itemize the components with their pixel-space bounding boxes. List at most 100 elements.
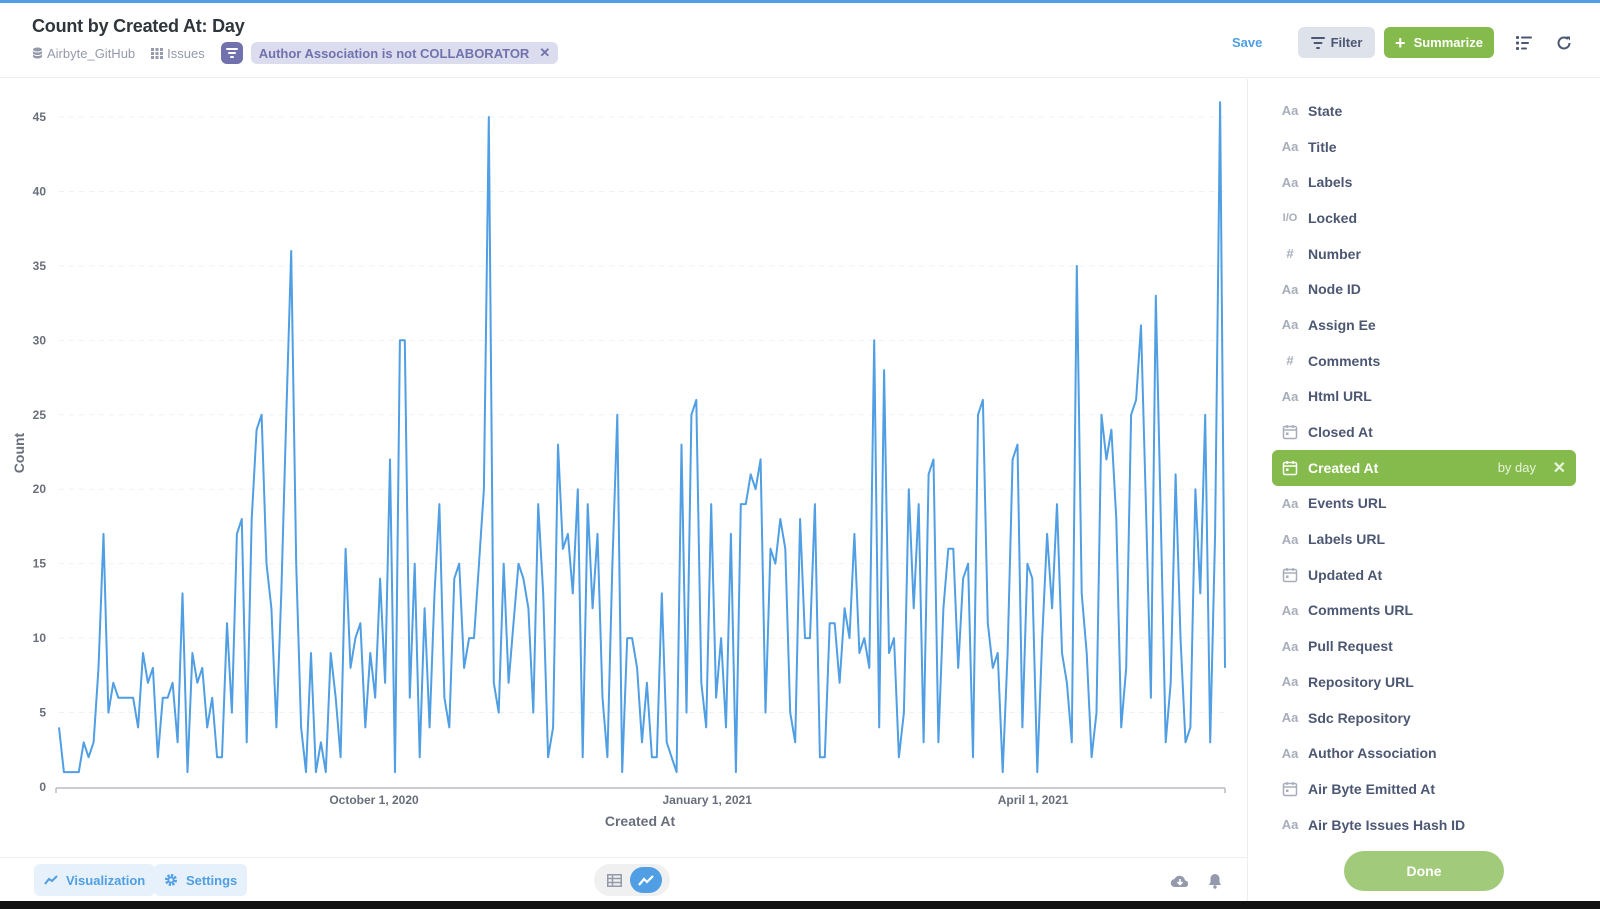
column-label: Assign Ee	[1308, 316, 1376, 333]
breadcrumb-database[interactable]: Airbyte_GitHub	[32, 46, 135, 61]
y-tick-label: 15	[33, 557, 47, 571]
view-toggle	[594, 864, 670, 896]
y-tick-label: 5	[39, 706, 46, 720]
column-label: Locked	[1308, 209, 1358, 226]
column-item[interactable]: Aa Author Association	[1272, 735, 1576, 771]
line-chart-icon	[638, 874, 654, 886]
text-type-icon: Aa	[1281, 174, 1299, 190]
text-type-icon: Aa	[1281, 495, 1299, 511]
column-item[interactable]: Aa Labels	[1272, 164, 1576, 200]
breadcrumb-database-label: Airbyte_GitHub	[47, 45, 136, 61]
close-icon[interactable]: ✕	[1552, 459, 1566, 477]
close-icon[interactable]: ✕	[539, 45, 551, 60]
column-label: Node ID	[1308, 281, 1361, 298]
column-label: Events URL	[1308, 495, 1387, 512]
save-button[interactable]: Save	[1232, 35, 1263, 50]
text-type-icon: Aa	[1281, 281, 1299, 297]
temporal-unit-selector[interactable]: by day	[1497, 460, 1536, 476]
column-item[interactable]: Aa Events URL	[1272, 486, 1576, 522]
filter-toggle-badge[interactable]	[220, 42, 243, 64]
column-item[interactable]: Aa Pull Request	[1272, 628, 1576, 664]
y-tick-label: 20	[33, 482, 47, 496]
table-view-toggle[interactable]	[598, 867, 630, 893]
column-item[interactable]: Closed At	[1272, 414, 1576, 450]
text-type-icon: Aa	[1281, 638, 1299, 654]
column-label: Comments	[1308, 352, 1381, 369]
column-item[interactable]: # Comments	[1272, 343, 1576, 379]
y-tick-label: 40	[33, 184, 47, 198]
column-label: Html URL	[1308, 388, 1372, 405]
column-item[interactable]: Aa Air Byte Issues Hash ID	[1272, 807, 1576, 843]
calendar-icon	[1280, 565, 1300, 585]
summarize-button[interactable]: + Summarize	[1384, 27, 1494, 58]
visualization-button[interactable]: Visualization	[34, 864, 156, 896]
y-tick-label: 0	[39, 780, 46, 794]
done-button[interactable]: Done	[1344, 851, 1504, 891]
column-item[interactable]: Aa Html URL	[1272, 379, 1576, 415]
text-type-icon: Aa	[1281, 745, 1299, 761]
refresh-icon[interactable]	[1554, 33, 1574, 53]
column-label: Pull Request	[1308, 638, 1393, 655]
filter-pill[interactable]: Author Association is not COLLABORATOR ✕	[250, 42, 559, 64]
x-tick-label: October 1, 2020	[329, 793, 419, 807]
series-line	[58, 101, 1226, 774]
summarize-button-label: Summarize	[1413, 35, 1483, 50]
y-tick-label: 35	[33, 259, 47, 273]
column-item[interactable]: Aa Comments URL	[1272, 593, 1576, 629]
column-item[interactable]: # Number	[1272, 236, 1576, 272]
column-label: Labels	[1308, 174, 1353, 191]
column-item[interactable]: Aa Title	[1272, 129, 1576, 165]
column-label: Created At	[1308, 459, 1379, 476]
column-item[interactable]: Aa Labels URL	[1272, 521, 1576, 557]
page-title: Count by Created At: Day	[32, 16, 245, 36]
plus-icon: +	[1395, 32, 1406, 53]
column-label: Title	[1308, 138, 1337, 155]
text-type-icon: Aa	[1281, 817, 1299, 833]
column-label: Comments URL	[1308, 602, 1414, 619]
query-header: Count by Created At: Day Airbyte_GitHub …	[0, 3, 1600, 78]
breadcrumb-table[interactable]: Issues	[151, 46, 205, 61]
text-type-icon: Aa	[1281, 103, 1299, 119]
table-icon	[606, 873, 622, 887]
column-item[interactable]: Aa Repository URL	[1272, 664, 1576, 700]
calendar-icon	[1280, 422, 1300, 442]
column-item[interactable]: Updated At	[1272, 557, 1576, 593]
bell-icon[interactable]	[1205, 872, 1225, 890]
text-type-icon: Aa	[1281, 602, 1299, 618]
visualization-button-label: Visualization	[66, 872, 146, 888]
column-item[interactable]: I/O Locked	[1272, 200, 1576, 236]
filter-pill-label: Author Association is not COLLABORATOR	[258, 45, 530, 61]
column-item[interactable]: Aa Node ID	[1272, 271, 1576, 307]
column-item[interactable]: Aa State	[1272, 93, 1576, 129]
column-label: Air Byte Issues Hash ID	[1308, 816, 1466, 833]
y-tick-label: 45	[33, 110, 47, 124]
breadcrumb: Airbyte_GitHub Issues Author Association…	[32, 41, 559, 65]
y-tick-label: 25	[33, 408, 47, 422]
column-item[interactable]: Aa Sdc Repository	[1272, 700, 1576, 736]
x-tick-label: April 1, 2021	[998, 793, 1069, 807]
column-item[interactable]: Aa Assign Ee	[1272, 307, 1576, 343]
chart-area: 0 5 10 15 20 25 30 35 40 45 October 1, 2020 January…	[0, 79, 1247, 857]
notebook-editor-icon[interactable]	[1514, 33, 1534, 53]
column-item[interactable]: Air Byte Emitted At	[1272, 771, 1576, 807]
gear-icon	[165, 874, 177, 886]
settings-button[interactable]: Settings	[154, 864, 248, 896]
filter-icon	[1310, 36, 1325, 49]
text-type-icon: Aa	[1281, 139, 1299, 155]
text-type-icon: Aa	[1281, 674, 1299, 690]
text-type-icon: Aa	[1281, 710, 1299, 726]
column-label: Air Byte Emitted At	[1308, 780, 1436, 797]
column-list: Aa State Aa Title Aa Labels I/O Locked # Number Aa…	[1272, 93, 1576, 842]
column-item[interactable]: Created At by day ✕	[1272, 449, 1576, 486]
filter-button[interactable]: Filter	[1298, 27, 1375, 58]
download-icon[interactable]	[1170, 872, 1190, 890]
breadcrumb-table-label: Issues	[167, 45, 205, 61]
column-label: Labels URL	[1308, 531, 1386, 548]
x-axis-title: Created At	[605, 813, 676, 829]
chart-view-toggle[interactable]	[630, 867, 662, 893]
filter-button-label: Filter	[1330, 35, 1363, 50]
x-tick-label: January 1, 2021	[662, 793, 752, 807]
summarize-sidebar: Aa State Aa Title Aa Labels I/O Locked # Number Aa…	[1247, 79, 1600, 901]
column-label: Number	[1308, 245, 1361, 262]
